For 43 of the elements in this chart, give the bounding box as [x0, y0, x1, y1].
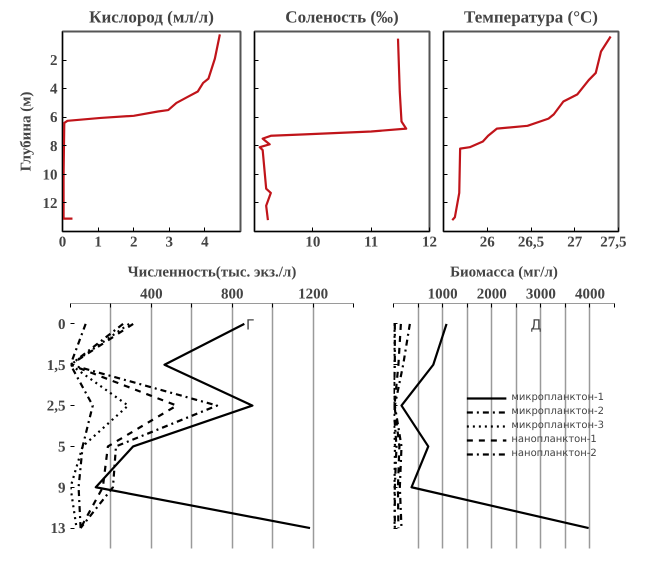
x-tick-label: 400: [140, 286, 163, 302]
x-tick-label: 4000: [574, 286, 605, 302]
y-tick-label: 6: [50, 110, 58, 126]
y-tick-label: 1,5: [46, 358, 66, 374]
x-tick-label: 27: [567, 234, 583, 250]
chart-title: Кислород (мл/л): [89, 8, 214, 26]
x-tick-label: 2000: [476, 286, 507, 302]
legend-label: микропланктон-2: [511, 405, 604, 418]
x-tick-label: 3000: [526, 286, 556, 302]
x-tick-label: 26,5: [518, 234, 544, 250]
legend-label: нанопланктон-2: [511, 447, 597, 460]
legend-label: микропланктон-1: [511, 391, 604, 404]
x-axis-title: Численность(тыс. экз./л): [128, 264, 296, 280]
x-tick-label: 4: [201, 234, 210, 250]
annotation: Д: [530, 318, 542, 334]
x-tick-label: 27,5: [600, 234, 626, 250]
x-tick-label: 1: [94, 234, 102, 250]
y-tick-label: 4: [50, 82, 58, 98]
x-tick-label: 10: [305, 234, 320, 250]
legend-label: микропланктон-3: [511, 419, 604, 432]
chart-title: Температура (°C): [464, 8, 598, 26]
y-tick-label: 8: [50, 138, 58, 155]
chart-title: Соленость (‰): [285, 8, 399, 26]
y-tick-label: 9: [58, 480, 66, 496]
x-tick-label: 1000: [428, 286, 458, 302]
x-tick-label: 11: [364, 234, 378, 250]
y-tick-label: 2: [50, 53, 58, 70]
y-tick-label: 5: [58, 439, 66, 456]
y-tick-label: 13: [50, 521, 66, 538]
x-tick-label: 1200: [298, 286, 328, 302]
y-tick-label: 2,5: [46, 398, 66, 415]
x-tick-label: 800: [220, 286, 244, 302]
legend-label: нанопланктон-1: [511, 433, 597, 446]
y-tick-label: 0: [58, 316, 66, 333]
x-tick-label: 3: [166, 234, 174, 250]
x-tick-label: 12: [422, 234, 437, 250]
y-tick-label: 12: [42, 196, 58, 212]
x-axis-title: Биомасса (мг/л): [450, 264, 558, 280]
x-tick-label: 26: [480, 234, 496, 250]
annotation: Г: [246, 318, 255, 334]
x-tick-label: 2: [130, 234, 138, 250]
y-tick-label: 10: [42, 167, 58, 184]
y-axis-title: Глубина (м): [18, 92, 34, 172]
